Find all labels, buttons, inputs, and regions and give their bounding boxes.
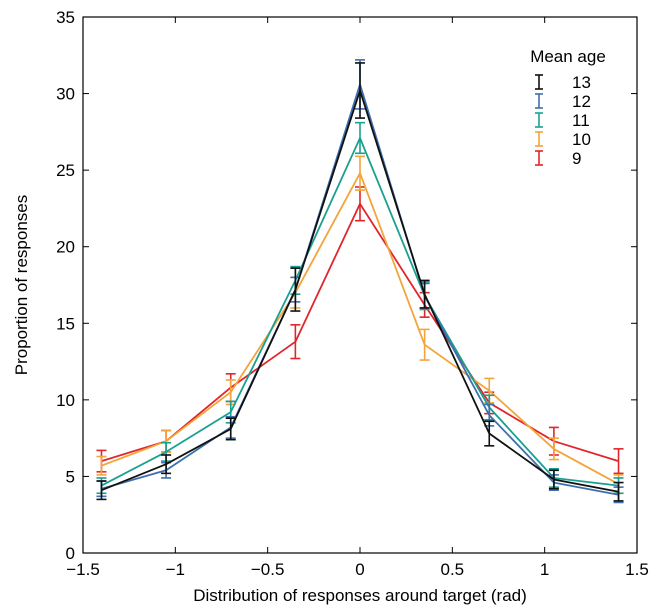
error-bar-10 bbox=[96, 455, 107, 476]
legend-symbol bbox=[535, 131, 543, 147]
axis-ticks: −1.5 −1 −0.5 0 0.5 1 1.5 0 5 10 15 20 25 30 35 bbox=[56, 8, 649, 579]
error-bar-13 bbox=[548, 469, 559, 490]
legend-symbol bbox=[535, 93, 543, 109]
legend-item-12: 12 bbox=[535, 92, 591, 111]
legend-label: 9 bbox=[572, 149, 581, 168]
error-bar-9 bbox=[613, 448, 624, 475]
y-axis-label: Proportion of responses bbox=[12, 195, 31, 376]
error-bar-11 bbox=[355, 121, 365, 155]
legend-symbol bbox=[535, 150, 543, 166]
legend-item-11: 11 bbox=[535, 111, 590, 130]
y-tick-label: 35 bbox=[56, 8, 75, 27]
legend-title: Mean age bbox=[530, 47, 606, 66]
legend-label: 13 bbox=[572, 73, 591, 92]
legend-item-13: 13 bbox=[535, 73, 591, 92]
y-tick-label: 30 bbox=[56, 85, 75, 104]
error-bar-9 bbox=[355, 186, 365, 222]
error-bar-13 bbox=[419, 279, 430, 309]
x-axis-label: Distribution of responses around target … bbox=[193, 586, 527, 605]
error-bar-13 bbox=[96, 480, 107, 501]
legend-label: 12 bbox=[572, 92, 591, 111]
series-9 bbox=[96, 186, 624, 475]
series-line-9 bbox=[101, 202, 619, 462]
x-tick-label: 1.5 bbox=[625, 560, 649, 579]
x-tick-label: 1 bbox=[540, 560, 549, 579]
error-bar-13 bbox=[484, 420, 495, 447]
x-tick-label: −0.5 bbox=[251, 560, 285, 579]
error-bar-13 bbox=[290, 267, 301, 312]
y-tick-label: 10 bbox=[56, 391, 75, 410]
error-bar-9 bbox=[290, 324, 301, 360]
x-tick-label: 0 bbox=[355, 560, 364, 579]
y-tick-label: 5 bbox=[66, 467, 75, 486]
x-tick-label: 0.5 bbox=[441, 560, 465, 579]
legend-symbol bbox=[535, 74, 543, 90]
legend-label: 11 bbox=[572, 111, 590, 130]
error-bar-13 bbox=[355, 62, 365, 119]
error-bar-10 bbox=[355, 155, 365, 191]
y-tick-label: 0 bbox=[66, 544, 75, 563]
y-tick-label: 15 bbox=[56, 314, 75, 333]
legend-item-9: 9 bbox=[535, 149, 581, 168]
legend-symbol bbox=[535, 112, 543, 128]
y-tick-label: 20 bbox=[56, 238, 75, 257]
error-bar-10 bbox=[419, 328, 430, 361]
x-tick-label: −1 bbox=[166, 560, 185, 579]
error-bar-13 bbox=[613, 481, 624, 502]
x-tick-label: −1.5 bbox=[66, 560, 100, 579]
series-13 bbox=[96, 62, 624, 502]
legend-item-10: 10 bbox=[535, 130, 591, 149]
plot-area bbox=[96, 59, 624, 504]
error-bar-10 bbox=[548, 437, 559, 461]
error-bar-13 bbox=[225, 417, 236, 441]
y-tick-label: 25 bbox=[56, 161, 75, 180]
error-bar-13 bbox=[161, 454, 172, 475]
legend-label: 10 bbox=[572, 130, 591, 149]
